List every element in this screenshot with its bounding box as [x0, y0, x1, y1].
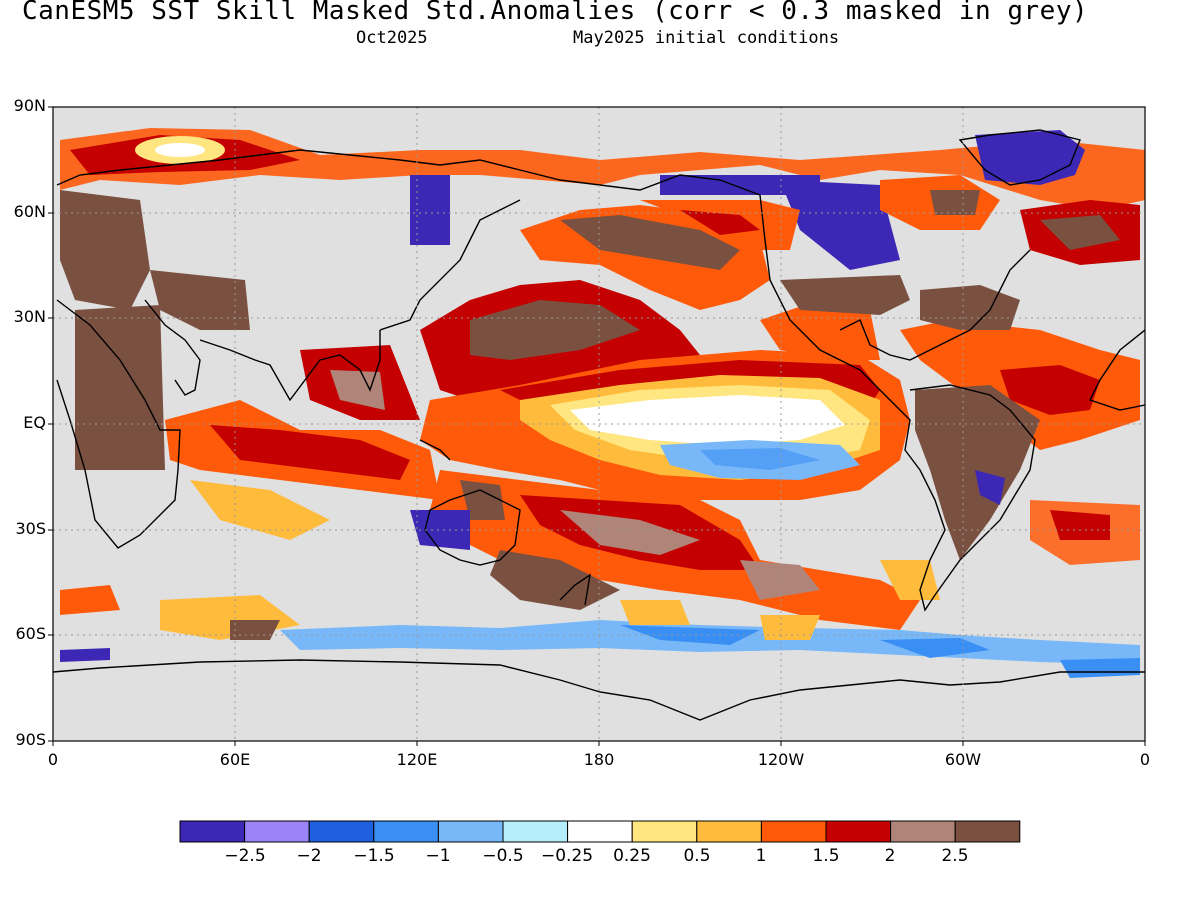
lon-label-0: 0: [47, 750, 59, 769]
colorbar-label: −2: [296, 846, 322, 866]
colorbar-label: 2.5: [941, 846, 969, 866]
colorbar-label: −1.5: [353, 846, 395, 866]
lat-label-eq: EQ: [23, 413, 46, 432]
lon-label-60w: 60W: [944, 750, 982, 769]
coastlines: [53, 129, 1145, 721]
map-title: CanESM5 SST Skill Masked Std.Anomalies (…: [22, 0, 1089, 26]
colorbar-label: 0.5: [683, 846, 711, 866]
colorbar-label: 2: [884, 846, 896, 866]
forecast-month: Oct2025: [356, 28, 428, 48]
colorbar-box: [502, 820, 569, 843]
gridlines: [53, 107, 1145, 741]
colorbar-box: [244, 820, 310, 843]
lat-label-60n: 60N: [13, 202, 46, 221]
lon-label-120e: 120E: [396, 750, 438, 769]
lon-label-120w: 120W: [757, 750, 805, 769]
colorbar-label: −0.5: [482, 846, 524, 866]
colorbar-label: 1.5: [812, 846, 840, 866]
lat-label-30s: 30S: [15, 519, 46, 538]
colorbar-box: [954, 820, 1021, 843]
lat-label-90n: 90N: [13, 96, 46, 115]
lat-label-60s: 60S: [15, 624, 46, 643]
colorbar-box: [373, 820, 439, 843]
lon-label-60e: 60E: [219, 750, 251, 769]
colorbar: [179, 820, 1021, 843]
colorbar-label: −1: [425, 846, 451, 866]
colorbar-box: [760, 820, 827, 843]
colorbar-label: 0.25: [613, 846, 651, 866]
colorbar-box: [825, 820, 892, 843]
colorbar-box: [567, 820, 633, 843]
colorbar-label: −0.25: [540, 846, 594, 866]
anomaly-field: [60, 128, 1145, 678]
lat-label-90s: 90S: [15, 730, 46, 749]
lat-label-30n: 30N: [13, 307, 46, 326]
colorbar-box: [437, 820, 504, 843]
colorbar-box: [308, 820, 375, 843]
colorbar-box: [696, 820, 762, 843]
colorbar-label: −2.5: [224, 846, 266, 866]
lon-label-180: 180: [583, 750, 615, 769]
lon-label-0-east: 0: [1139, 750, 1151, 769]
axis-ticks: [48, 106, 1146, 746]
colorbar-label: 1: [755, 846, 767, 866]
colorbar-box: [631, 820, 698, 843]
initial-conditions: May2025 initial conditions: [573, 28, 840, 48]
colorbar-box: [179, 820, 246, 843]
colorbar-box: [890, 820, 956, 843]
